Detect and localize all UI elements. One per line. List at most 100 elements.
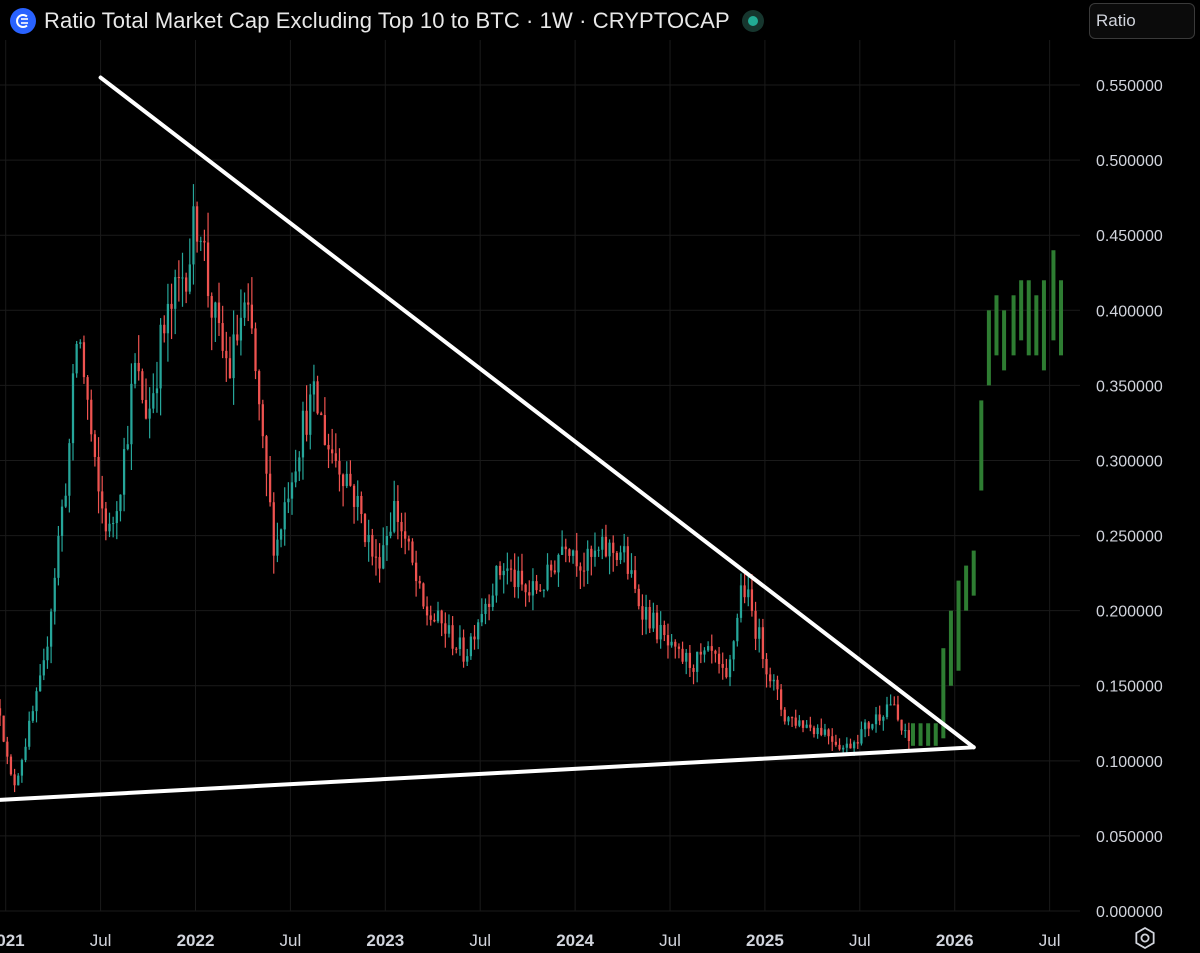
candle-body[interactable] — [758, 627, 761, 639]
candle-body[interactable] — [393, 500, 396, 532]
candle-body[interactable] — [728, 659, 732, 678]
candle-body[interactable] — [582, 570, 586, 572]
candle-body[interactable] — [331, 449, 334, 454]
candle-body[interactable] — [560, 546, 564, 555]
candle-body[interactable] — [677, 646, 681, 649]
candle-body[interactable] — [564, 546, 567, 550]
candle-body[interactable] — [79, 342, 82, 344]
candle-body[interactable] — [203, 240, 206, 243]
candle-body[interactable] — [352, 485, 356, 507]
candle-body[interactable] — [371, 534, 374, 557]
candle-body[interactable] — [604, 536, 608, 557]
candle-body[interactable] — [849, 743, 852, 749]
candle-body[interactable] — [17, 775, 20, 786]
candle-body[interactable] — [783, 709, 786, 722]
candle-body[interactable] — [502, 570, 505, 576]
candle-body[interactable] — [732, 641, 735, 660]
candle-body[interactable] — [513, 569, 516, 588]
candle-body[interactable] — [805, 724, 808, 728]
candle-body[interactable] — [363, 514, 367, 543]
candle-body[interactable] — [411, 541, 414, 563]
candle-body[interactable] — [761, 627, 765, 659]
candle-body[interactable] — [787, 717, 790, 722]
candle-body[interactable] — [400, 521, 403, 532]
candle-body[interactable] — [309, 394, 312, 435]
candle-body[interactable] — [630, 570, 633, 574]
candle-body[interactable] — [447, 625, 451, 634]
candle-body[interactable] — [418, 581, 421, 584]
candle-body[interactable] — [210, 296, 213, 318]
candle-body[interactable] — [666, 635, 670, 646]
candle-body[interactable] — [177, 277, 180, 279]
candle-body[interactable] — [670, 641, 673, 646]
candle-body[interactable] — [258, 371, 261, 405]
candle-body[interactable] — [487, 603, 491, 607]
candle-body[interactable] — [663, 624, 666, 636]
candle-body[interactable] — [349, 473, 352, 486]
candle-body[interactable] — [82, 342, 86, 378]
candle-body[interactable] — [272, 502, 275, 556]
candle-body[interactable] — [9, 756, 13, 775]
candle-body[interactable] — [520, 570, 524, 585]
candle-body[interactable] — [557, 554, 560, 573]
candle-body[interactable] — [444, 623, 447, 634]
candle-body[interactable] — [455, 648, 458, 650]
candle-body[interactable] — [644, 607, 648, 620]
candle-body[interactable] — [889, 704, 892, 706]
candle-body[interactable] — [236, 334, 239, 341]
candle-body[interactable] — [232, 334, 235, 379]
candle-body[interactable] — [341, 474, 345, 487]
candle-body[interactable] — [53, 577, 56, 612]
candle-body[interactable] — [703, 650, 706, 655]
candle-body[interactable] — [816, 727, 819, 735]
candle-body[interactable] — [46, 646, 49, 661]
candlestick-series[interactable] — [0, 184, 911, 793]
candle-body[interactable] — [68, 443, 71, 496]
candle-body[interactable] — [42, 660, 45, 676]
candle-body[interactable] — [86, 377, 89, 400]
candle-body[interactable] — [469, 636, 472, 657]
candle-body[interactable] — [641, 606, 644, 620]
candle-body[interactable] — [553, 570, 556, 573]
candle-body[interactable] — [389, 531, 392, 536]
candle-body[interactable] — [458, 637, 462, 650]
candle-body[interactable] — [137, 362, 140, 372]
candle-body[interactable] — [385, 535, 389, 546]
candle-body[interactable] — [681, 648, 684, 662]
candle-body[interactable] — [276, 539, 279, 556]
candle-body[interactable] — [509, 568, 513, 570]
candle-body[interactable] — [414, 562, 418, 582]
candle-body[interactable] — [491, 595, 494, 607]
candle-body[interactable] — [108, 523, 111, 532]
candle-body[interactable] — [579, 566, 582, 571]
candle-body[interactable] — [721, 663, 724, 668]
candle-body[interactable] — [298, 457, 301, 472]
candle-body[interactable] — [860, 729, 863, 744]
candle-body[interactable] — [769, 674, 772, 682]
candle-body[interactable] — [809, 724, 812, 728]
candle-body[interactable] — [812, 727, 816, 735]
candle-body[interactable] — [710, 646, 713, 651]
candle-body[interactable] — [878, 714, 881, 721]
candle-body[interactable] — [648, 607, 651, 629]
candle-body[interactable] — [404, 531, 407, 539]
candle-body[interactable] — [192, 206, 195, 265]
candle-body[interactable] — [122, 449, 126, 495]
candle-body[interactable] — [39, 675, 42, 692]
candle-body[interactable] — [214, 302, 217, 318]
candle-body[interactable] — [163, 324, 166, 334]
candle-body[interactable] — [568, 549, 571, 556]
candle-body[interactable] — [466, 656, 469, 662]
candle-body[interactable] — [334, 453, 337, 461]
candle-body[interactable] — [294, 471, 297, 483]
candle-body[interactable] — [473, 636, 476, 640]
candle-body[interactable] — [823, 729, 827, 735]
candle-body[interactable] — [484, 603, 487, 615]
candle-body[interactable] — [885, 704, 889, 718]
candle-body[interactable] — [615, 552, 619, 561]
candle-body[interactable] — [316, 381, 319, 414]
candle-body[interactable] — [619, 552, 622, 561]
candle-body[interactable] — [706, 646, 710, 651]
candle-body[interactable] — [608, 542, 611, 557]
candle-body[interactable] — [425, 606, 429, 616]
